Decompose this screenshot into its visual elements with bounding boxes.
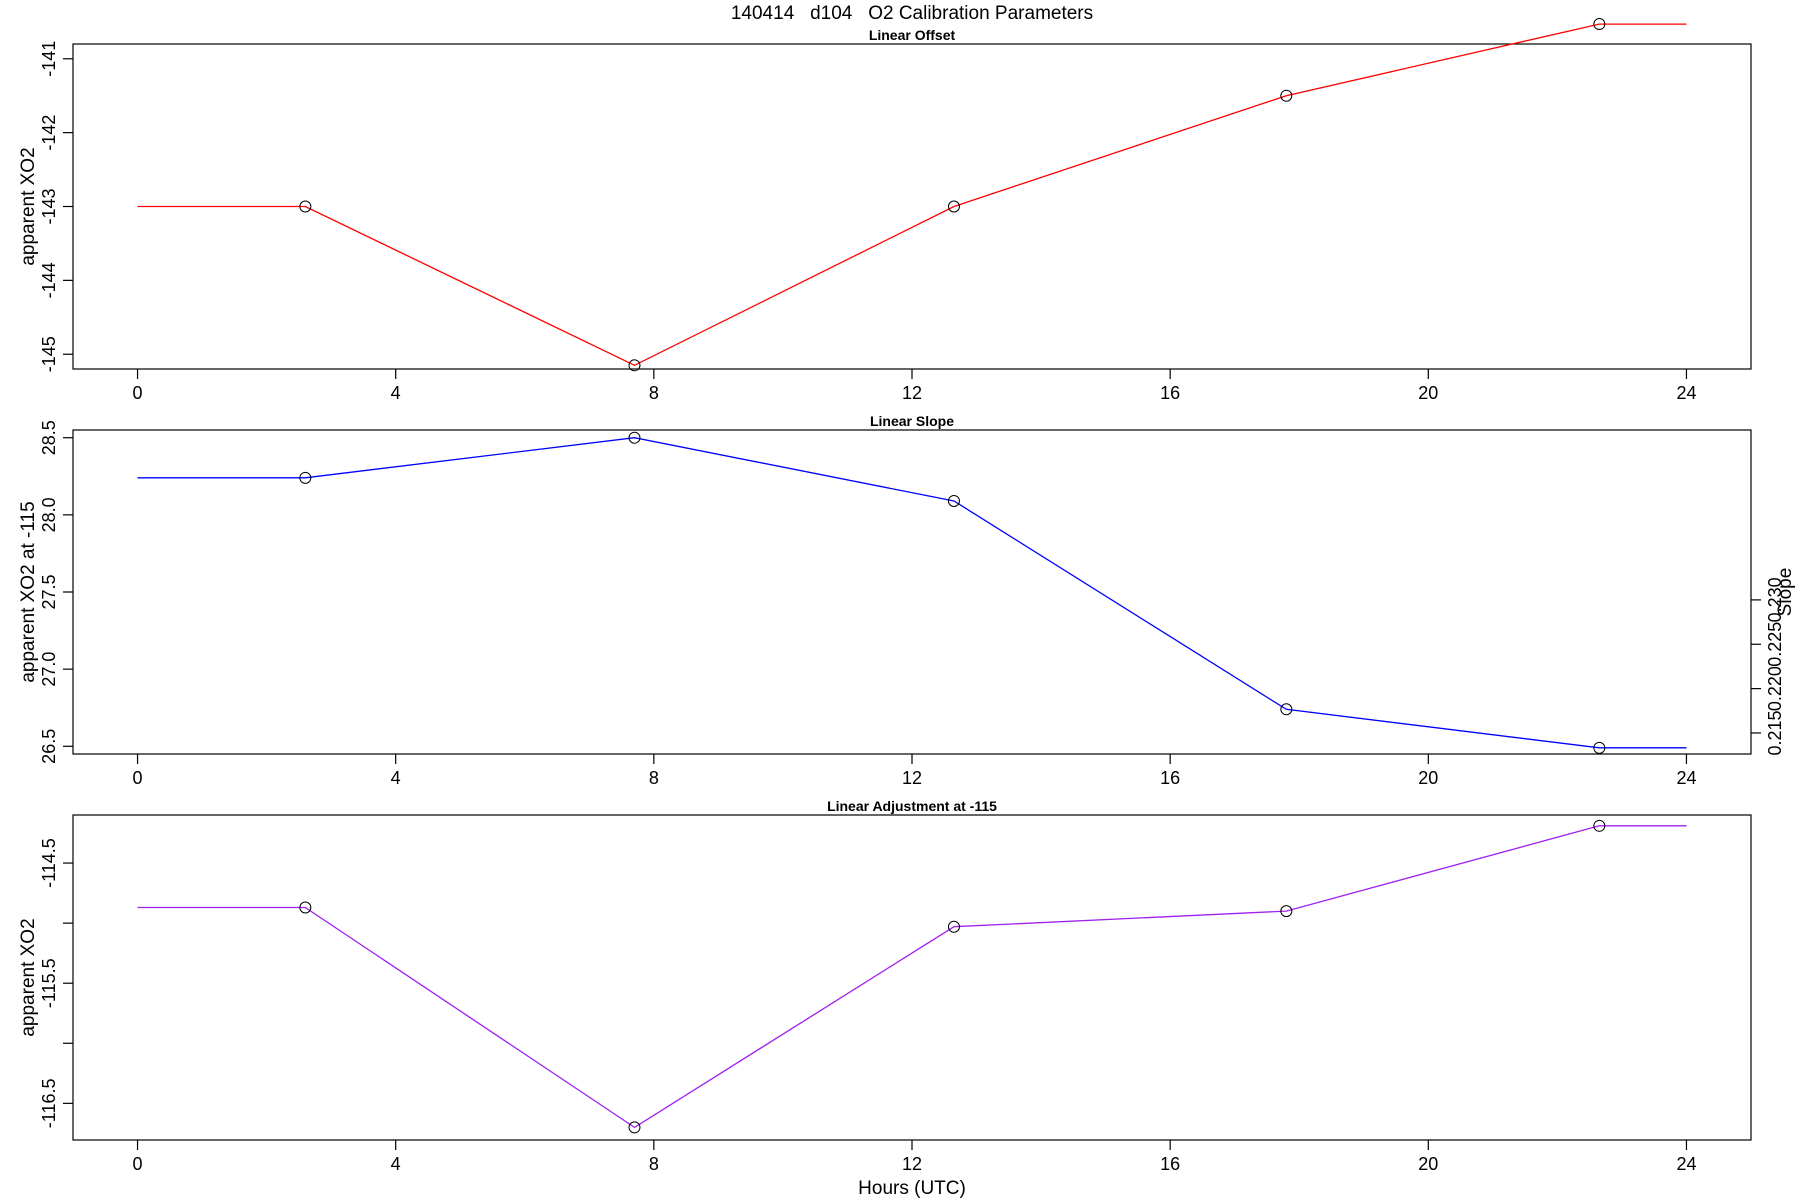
panel-1-x-tick-label: 20 <box>1418 383 1438 403</box>
panel-3-group: Linear Adjustment at -115 0 4 8 12 16 20 24 -116… <box>18 798 1752 1174</box>
panel-1-x-tick-label: 4 <box>391 383 401 403</box>
panel-1-frame <box>72 43 1752 370</box>
panel-3-y-tick-label: -116.5 <box>39 1079 59 1129</box>
panel-1-x-tick-label: 24 <box>1676 383 1696 403</box>
panel-1-group: Linear Offset 0 4 8 12 16 20 24 -145 -144 -143 -142… <box>18 18 1752 403</box>
panel-1-y-axis-title: apparent XO2 <box>18 147 39 265</box>
panel-1-y-tick-label: -145 <box>39 336 59 372</box>
panel-3-frame <box>72 814 1752 1141</box>
panel-2-right-tick-label: 0.215 <box>1765 710 1785 755</box>
panel-1-data-point <box>628 359 641 372</box>
panel-2-y-tick-label: 28.5 <box>39 420 59 455</box>
panel-1-data-point <box>1593 18 1606 31</box>
panel-1-y-tick-label: -141 <box>39 41 59 77</box>
panel-3-x-tick-label: 0 <box>133 1154 143 1174</box>
panel-3-x-tick-label: 16 <box>1160 1154 1180 1174</box>
panel-2-x-tick-label: 0 <box>133 768 143 788</box>
panel-2-y-axis-title: apparent XO2 at -115 <box>18 501 39 682</box>
panel-2-right-tick-label: 0.220 <box>1765 666 1785 711</box>
panel-1-x-tick-label: 8 <box>649 383 659 403</box>
panel-3-x-tick-label: 8 <box>649 1154 659 1174</box>
panel-2-y-tick-label: 26.5 <box>39 729 59 764</box>
panel-3-data-point <box>1593 819 1606 832</box>
panel-2-series-1-line <box>137 437 1687 749</box>
panel-2-group: Linear Slope 0 4 8 12 16 20 24 26.5 27.0 27.5 28.0 2… <box>18 413 1796 788</box>
panel-1-data-point <box>947 200 960 213</box>
panel-1-data-point <box>299 200 312 213</box>
panel-2-x-tick-label: 16 <box>1160 768 1180 788</box>
panel-2-y-tick-label: 27.5 <box>39 574 59 609</box>
panel-2-right-axis-title: Slope <box>1775 568 1796 617</box>
panel-3-x-tick-label: 20 <box>1418 1154 1438 1174</box>
panel-2-title: Linear Slope <box>870 413 954 429</box>
panel-2-data-point <box>628 431 641 444</box>
panel-1-y-tick-label: -144 <box>39 262 59 298</box>
panel-2-data-point <box>1593 741 1606 754</box>
panel-3-data-point <box>299 901 312 914</box>
panel-3-x-tick-label: 12 <box>902 1154 922 1174</box>
panel-1-y-tick-label: -142 <box>39 115 59 151</box>
panel-1-data-point <box>1280 89 1293 102</box>
panel-3-y-tick-label: -114.5 <box>39 838 59 888</box>
panel-1-title: Linear Offset <box>869 27 956 43</box>
panel-3-data-point <box>1280 905 1293 918</box>
panel-3-y-axis-title: apparent XO2 <box>18 918 39 1036</box>
panel-2-x-tick-label: 4 <box>391 768 401 788</box>
panel-2-right-tick-label: 0.230 <box>1765 577 1785 622</box>
panel-2-y-tick-label: 28.0 <box>39 497 59 532</box>
panel-3-y-tick-label: -115.5 <box>39 958 59 1008</box>
panel-3-data-point <box>628 1121 641 1134</box>
panel-2-frame <box>72 429 1752 755</box>
panel-3-x-tick-label: 24 <box>1676 1154 1696 1174</box>
panel-2-x-tick-label: 8 <box>649 768 659 788</box>
panel-2-y-tick-label: 27.0 <box>39 652 59 687</box>
panel-1-x-tick-label: 16 <box>1160 383 1180 403</box>
panel-2-x-tick-label: 12 <box>902 768 922 788</box>
panel-3-data-point <box>947 920 960 933</box>
panel-3-series-1-line <box>137 825 1687 1129</box>
panel-2-data-point <box>947 494 960 507</box>
panel-1-x-tick-label: 12 <box>902 383 922 403</box>
panel-1-y-tick-label: -143 <box>39 188 59 224</box>
main-title: 140414 d104 O2 Calibration Parameters <box>731 3 1093 24</box>
panel-2-data-point <box>299 471 312 484</box>
panel-1-x-tick-label: 0 <box>133 383 143 403</box>
panel-1-series-1-line <box>137 23 1687 367</box>
panel-2-x-tick-label: 20 <box>1418 768 1438 788</box>
panel-2-right-tick-label: 0.225 <box>1765 622 1785 667</box>
panel-3-x-tick-label: 4 <box>391 1154 401 1174</box>
panel-2-data-point <box>1280 703 1293 716</box>
panel-2-x-tick-label: 24 <box>1676 768 1696 788</box>
panel-3-title: Linear Adjustment at -115 <box>827 798 997 814</box>
x-axis-title: Hours (UTC) <box>858 1178 966 1199</box>
